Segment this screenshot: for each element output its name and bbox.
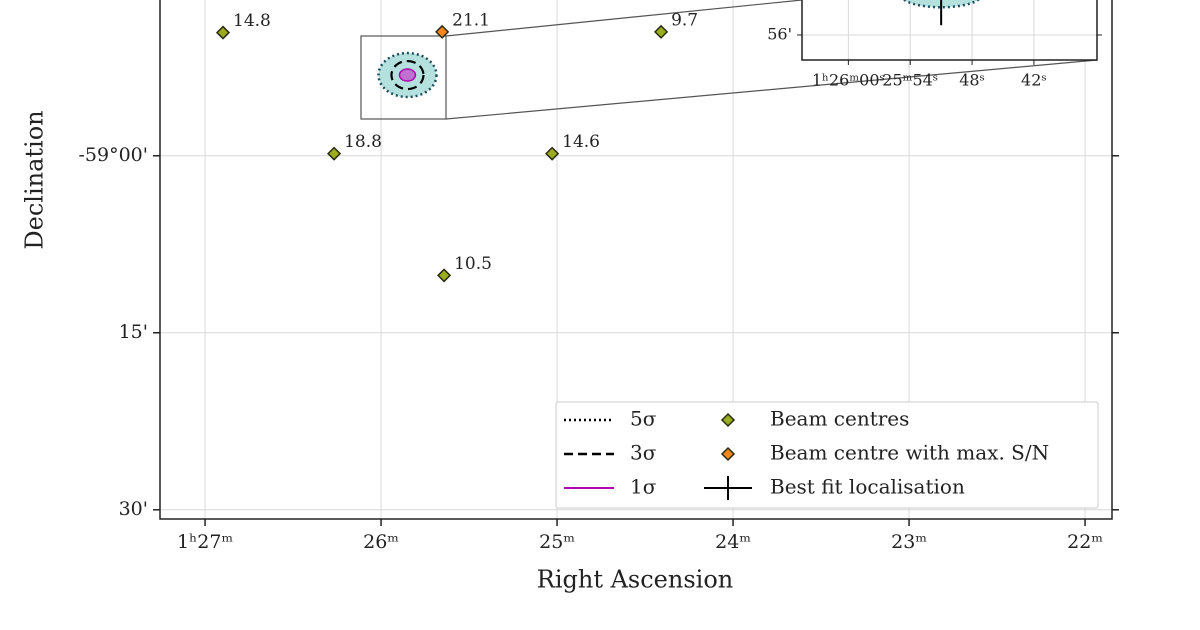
inset-y-tick-label: 56' bbox=[767, 24, 792, 43]
legend-box bbox=[555, 401, 1099, 509]
inset-frame bbox=[801, 0, 1098, 61]
x-tick-label: 23ᵐ bbox=[891, 531, 927, 553]
y-tick-label: -59°00' bbox=[79, 144, 149, 166]
zoom-box bbox=[360, 35, 447, 120]
beam-centre bbox=[545, 146, 560, 161]
beam-centre bbox=[435, 24, 450, 39]
inset bbox=[802, 0, 1097, 60]
inset-x-tick-label: 25ᵐ54ˢ bbox=[882, 71, 938, 90]
beam-centre bbox=[215, 25, 231, 40]
snr-label: 14.8 bbox=[233, 11, 271, 31]
x-tick-label: 1ʰ27ᵐ bbox=[177, 531, 233, 553]
contour bbox=[398, 68, 417, 82]
inset-x-tick-label: 48ˢ bbox=[959, 71, 985, 90]
beam-centre bbox=[654, 24, 669, 39]
legend-swatch bbox=[720, 412, 736, 428]
legend-label: Best fit localisation bbox=[770, 475, 965, 499]
connector bbox=[445, 59, 1098, 120]
y-axis-label: Declination bbox=[21, 110, 49, 249]
y-tick-label: 30' bbox=[119, 498, 148, 520]
x-tick-label: 22ᵐ bbox=[1067, 531, 1103, 553]
x-axis-label: Right Ascension bbox=[537, 566, 734, 594]
connector bbox=[445, 0, 803, 37]
snr-label: 10.5 bbox=[454, 254, 492, 274]
legend-label: Beam centres bbox=[770, 407, 909, 431]
legend-label: Beam centre with max. S/N bbox=[770, 441, 1049, 465]
snr-label: 21.1 bbox=[452, 10, 490, 30]
snr-label: 14.6 bbox=[562, 132, 600, 152]
snr-label: 9.7 bbox=[671, 10, 698, 30]
snr-label: 18.8 bbox=[344, 132, 382, 152]
legend-label: 3σ bbox=[630, 441, 657, 465]
x-tick-label: 25ᵐ bbox=[539, 531, 575, 553]
legend-label: 5σ bbox=[630, 407, 657, 431]
legend-swatch bbox=[720, 446, 736, 462]
x-tick-label: 26ᵐ bbox=[363, 531, 399, 553]
y-tick-label: 15' bbox=[119, 321, 148, 343]
x-tick-label: 24ᵐ bbox=[715, 531, 751, 553]
inset-x-tick-label: 1ʰ26ᵐ00ˢ bbox=[812, 71, 885, 90]
axis-frame bbox=[159, 0, 1113, 520]
inset-x-tick-label: 42ˢ bbox=[1021, 71, 1047, 90]
contour bbox=[377, 51, 438, 99]
legend-label: 1σ bbox=[630, 475, 657, 499]
inset-bg bbox=[802, 0, 1097, 60]
beam-centre bbox=[327, 146, 342, 161]
beam-centre bbox=[437, 268, 452, 283]
grid bbox=[160, 0, 1112, 519]
contour bbox=[390, 59, 425, 91]
